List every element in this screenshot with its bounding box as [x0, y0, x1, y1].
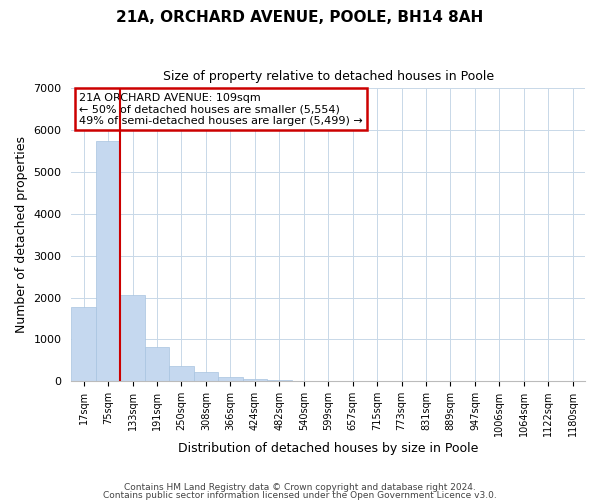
X-axis label: Distribution of detached houses by size in Poole: Distribution of detached houses by size … — [178, 442, 478, 455]
Y-axis label: Number of detached properties: Number of detached properties — [15, 136, 28, 334]
Title: Size of property relative to detached houses in Poole: Size of property relative to detached ho… — [163, 70, 494, 83]
Text: Contains HM Land Registry data © Crown copyright and database right 2024.: Contains HM Land Registry data © Crown c… — [124, 484, 476, 492]
Bar — [71, 306, 96, 381]
Bar — [218, 377, 242, 381]
Bar — [169, 366, 194, 381]
Bar — [145, 347, 169, 381]
Text: 21A ORCHARD AVENUE: 109sqm
← 50% of detached houses are smaller (5,554)
49% of s: 21A ORCHARD AVENUE: 109sqm ← 50% of deta… — [79, 92, 363, 126]
Text: 21A, ORCHARD AVENUE, POOLE, BH14 8AH: 21A, ORCHARD AVENUE, POOLE, BH14 8AH — [116, 10, 484, 25]
Bar — [194, 372, 218, 381]
Bar — [267, 380, 292, 381]
Bar — [292, 380, 316, 381]
Bar — [121, 296, 145, 381]
Text: Contains public sector information licensed under the Open Government Licence v3: Contains public sector information licen… — [103, 490, 497, 500]
Bar — [242, 379, 267, 381]
Bar — [96, 141, 121, 381]
